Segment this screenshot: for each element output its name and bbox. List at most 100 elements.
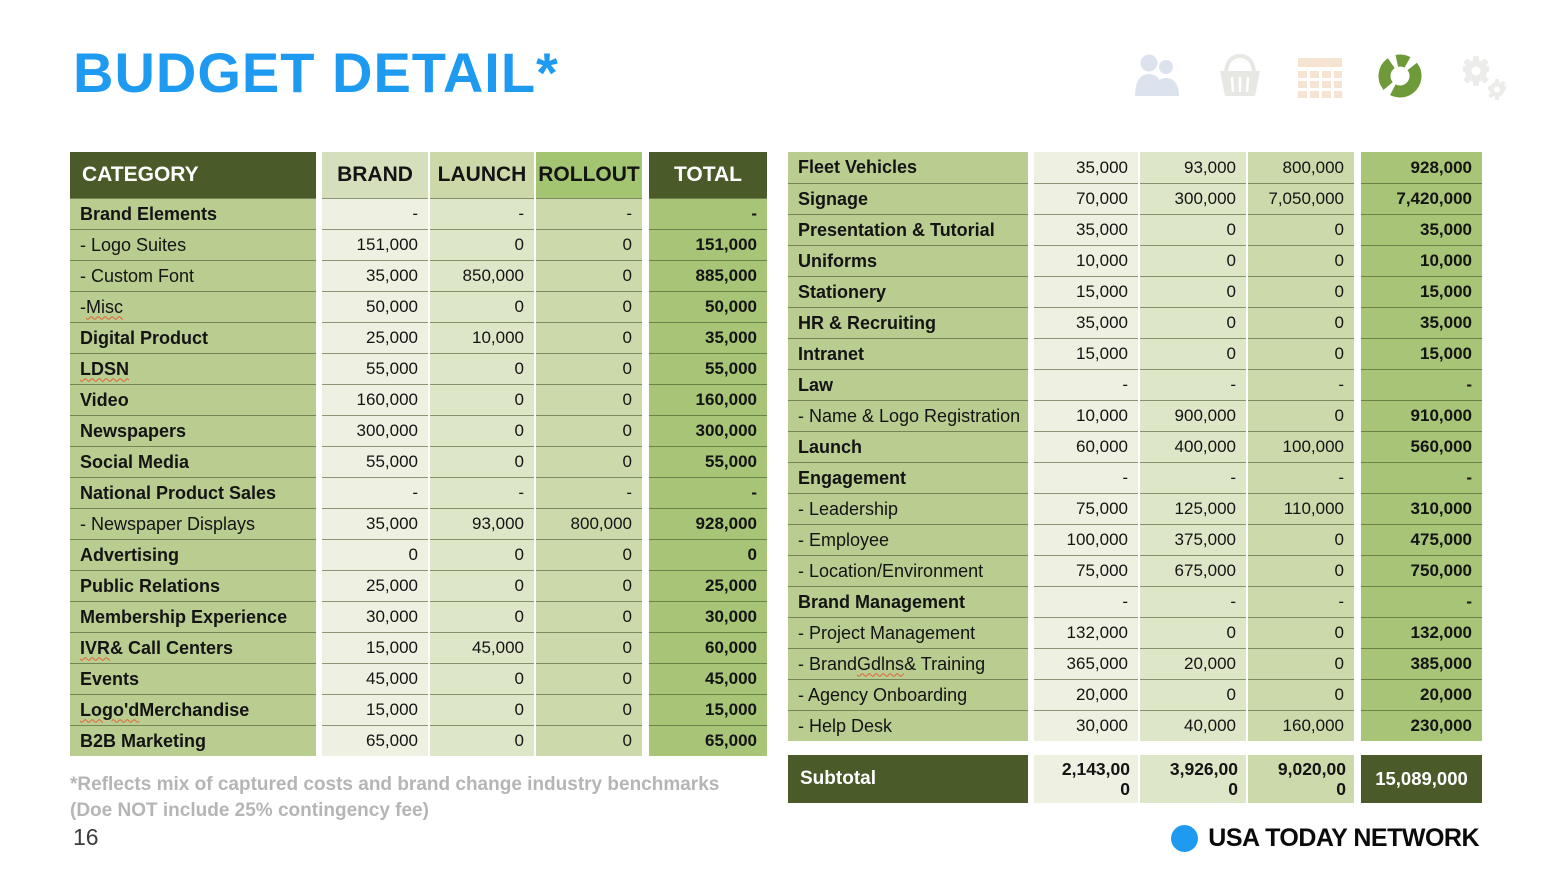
row-label: Video [70,384,316,415]
cell-launch: 93,000 [1140,152,1246,183]
row-label-text: Newspapers [80,420,187,441]
cell-launch: 20,000 [1140,648,1246,679]
cell-launch: - [430,198,534,229]
table-header-row: CATEGORY BRAND LAUNCH ROLLOUT TOTAL [70,152,767,198]
row-label-text: Events [80,668,140,689]
row-label-text: Digital Product [80,327,209,348]
cell-total: 7,420,000 [1361,183,1482,214]
cell-brand: 50,000 [322,291,428,322]
table-row: National Product Sales - - - - [70,477,767,508]
cell-brand: 30,000 [322,601,428,632]
row-label: - Project Management [788,617,1028,648]
table-row: - Employee 100,000 375,000 0 475,000 [788,524,1482,555]
row-label-text: - Help Desk [798,715,893,736]
cell-total: 151,000 [649,229,767,260]
cell-brand: 35,000 [1034,152,1138,183]
cell-launch: 125,000 [1140,493,1246,524]
row-label-text: Uniforms [798,250,878,271]
row-label-text: Membership Experience [80,606,288,627]
cell-rollout: 7,050,000 [1248,183,1354,214]
row-label: Stationery [788,276,1028,307]
basket-icon[interactable] [1213,52,1267,100]
grid-icon[interactable] [1293,52,1347,100]
cell-total: 475,000 [1361,524,1482,555]
row-label: B2B Marketing [70,725,316,756]
cell-launch: 0 [430,384,534,415]
donut-chart-icon[interactable] [1373,52,1427,100]
table-row: Digital Product 25,000 10,000 0 35,000 [70,322,767,353]
cell-rollout: 0 [536,632,642,663]
cell-launch: 0 [430,694,534,725]
subtotal-row: Subtotal 2,143,000 3,926,000 9,020,000 1… [788,755,1482,803]
table-row: Launch 60,000 400,000 100,000 560,000 [788,431,1482,462]
cell-launch: 93,000 [430,508,534,539]
row-label: - Name & Logo Registration [788,400,1028,431]
cell-brand: 365,000 [1034,648,1138,679]
row-label: National Product Sales [70,477,316,508]
row-label: Signage [788,183,1028,214]
table-row: Engagement - - - - [788,462,1482,493]
row-label-text: National Product Sales [80,482,277,503]
logo-text: USA TODAY NETWORK [1208,824,1479,852]
cell-rollout: 0 [1248,648,1354,679]
cell-brand: 100,000 [1034,524,1138,555]
row-label: Membership Experience [70,601,316,632]
row-label-text: B2B Marketing [80,730,207,751]
cell-launch: - [430,477,534,508]
row-label-text: Engagement [798,467,907,488]
cell-brand: 35,000 [1034,307,1138,338]
cell-total: 928,000 [1361,152,1482,183]
row-label: - Logo Suites [70,229,316,260]
row-label-text: - Name & Logo Registration [798,405,1021,426]
cell-rollout: 0 [1248,338,1354,369]
table-row: - Logo Suites 151,000 0 0 151,000 [70,229,767,260]
row-label: - Agency Onboarding [788,679,1028,710]
row-label: - Custom Font [70,260,316,291]
row-label-text: Stationery [798,281,887,302]
cell-brand: 160,000 [322,384,428,415]
cell-rollout: 0 [1248,555,1354,586]
cell-launch: 45,000 [430,632,534,663]
row-label: Logo'd Merchandise [70,694,316,725]
cell-brand: 300,000 [322,415,428,446]
cell-total: 10,000 [1361,245,1482,276]
table-row: - Help Desk 30,000 40,000 160,000 230,000 [788,710,1482,741]
cell-brand: 45,000 [322,663,428,694]
cell-brand: 25,000 [322,322,428,353]
table-row: - Agency Onboarding 20,000 0 0 20,000 [788,679,1482,710]
cell-rollout: 0 [536,322,642,353]
row-label-text: Signage [798,188,869,209]
footnote-line-2: (Doe NOT include 25% contingency fee) [70,799,429,821]
page-title: BUDGET DETAIL* [73,41,559,104]
row-label-text: - Brand [798,653,858,674]
row-label: - Brand Gdlns & Training [788,648,1028,679]
misspelled-word: LDSN [80,358,129,379]
row-label: - Help Desk [788,710,1028,741]
cell-total: 310,000 [1361,493,1482,524]
table-row: Events 45,000 0 0 45,000 [70,663,767,694]
cell-total: 15,000 [1361,338,1482,369]
gears-icon[interactable] [1453,52,1513,100]
cell-launch: 0 [1140,338,1246,369]
cell-launch: 40,000 [1140,710,1246,741]
cell-launch: 0 [1140,307,1246,338]
row-label: - Location/Environment [788,555,1028,586]
column-header-rollout: ROLLOUT [536,152,642,198]
table-row: - Location/Environment 75,000 675,000 0 750,… [788,555,1482,586]
people-icon[interactable] [1133,52,1187,100]
subtotal-label: Subtotal [788,755,1028,803]
cell-rollout: - [1248,462,1354,493]
cell-total: - [1361,586,1482,617]
cell-brand: 15,000 [322,632,428,663]
row-label-text: - Newspaper Displays [80,513,256,534]
row-label: Social Media [70,446,316,477]
page-number: 16 [73,824,99,850]
cell-brand: 25,000 [322,570,428,601]
cell-total: 55,000 [649,353,767,384]
cell-total: 20,000 [1361,679,1482,710]
row-label: Launch [788,431,1028,462]
cell-total: 928,000 [649,508,767,539]
footnote-line-1: *Reflects mix of captured costs and bran… [70,774,720,795]
cell-brand: 10,000 [1034,245,1138,276]
cell-brand: - [322,477,428,508]
